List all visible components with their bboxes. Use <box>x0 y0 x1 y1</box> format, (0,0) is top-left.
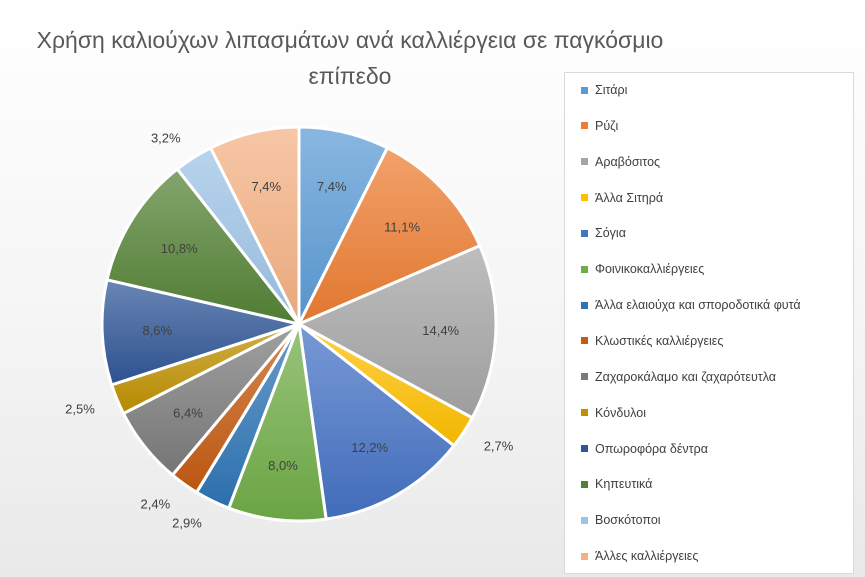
legend-item-1: Ρύζι <box>581 117 618 135</box>
legend-label: Αραβόσιτος <box>595 154 661 169</box>
legend-item-10: Οπωροφόρα δέντρα <box>581 440 708 458</box>
legend-item-12: Βοσκότοποι <box>581 511 661 529</box>
legend-swatch <box>581 158 588 166</box>
data-label-8: 6,4% <box>173 405 203 420</box>
legend-item-11: Κηπευτικά <box>581 475 652 493</box>
chart-title: Χρήση καλιούχων λιπασμάτων ανά καλλιέργε… <box>36 27 664 89</box>
data-label-1: 11,1% <box>384 220 420 235</box>
legend-label: Άλλα Σιτηρά <box>595 190 664 205</box>
legend-label: Κηπευτικά <box>595 477 653 492</box>
legend-swatch <box>581 265 588 273</box>
legend-label: Οπωροφόρα δέντρα <box>595 441 708 456</box>
data-label-2: 14,4% <box>422 323 459 338</box>
legend-swatch <box>581 337 588 345</box>
data-label-9: 2,5% <box>65 402 95 417</box>
legend-item-5: Φοινικοκαλλιέργειες <box>581 260 704 278</box>
data-label-12: 3,2% <box>151 130 181 145</box>
legend-label: Ρύζι <box>595 118 619 133</box>
legend-label: Κόνδυλοι <box>595 405 646 420</box>
data-label-7: 2,4% <box>141 497 171 512</box>
data-label-0: 7,4% <box>317 179 347 194</box>
legend-item-0: Σιτάρι <box>581 81 627 99</box>
legend-item-2: Αραβόσιτος <box>581 153 660 171</box>
data-label-10: 8,6% <box>142 323 172 338</box>
legend-item-8: Ζαχαροκάλαμο και ζαχαρότευτλα <box>581 368 776 386</box>
legend-label: Άλλες καλλιέργειες <box>595 549 699 564</box>
legend-item-3: Άλλα Σιτηρά <box>581 189 663 207</box>
legend-item-6: Άλλα ελαιούχα και σποροδοτικά φυτά <box>581 296 801 314</box>
legend-item-13: Άλλες καλλιέργειες <box>581 547 698 565</box>
data-label-11: 10,8% <box>161 241 198 256</box>
data-label-3: 2,7% <box>484 438 514 453</box>
chart-legend: Σιτάρι Ρύζι Αραβόσιτος Άλλα Σιτηρά Σόγια Φοιν… <box>564 72 854 574</box>
pie-slice-1 <box>297 146 482 326</box>
legend-swatch <box>581 445 588 452</box>
legend-item-7: Κλωστικές καλλιέργειες <box>581 332 723 350</box>
data-label-4: 12,2% <box>351 440 388 455</box>
legend-label: Σιτάρι <box>595 83 628 97</box>
legend-swatch <box>581 552 588 560</box>
legend-label: Βοσκότοποι <box>595 513 661 528</box>
legend-swatch <box>581 516 588 524</box>
legend-swatch <box>581 301 588 309</box>
pie-slice-10 <box>100 278 301 387</box>
legend-label: Ζαχαροκάλαμο και ζαχαρότευτλα <box>595 369 776 384</box>
legend-label: Φοινικοκαλλιέργειες <box>595 262 705 277</box>
legend-swatch <box>581 409 588 417</box>
data-label-13: 7,4% <box>251 179 281 194</box>
legend-label: Σόγια <box>595 226 626 241</box>
legend-item-4: Σόγια <box>581 224 626 242</box>
legend-swatch <box>581 86 588 94</box>
legend-swatch <box>581 480 588 488</box>
legend-label: Κλωστικές καλλιέργειες <box>595 333 724 348</box>
legend-swatch <box>581 229 588 237</box>
pie-slice-13 <box>209 125 301 326</box>
legend-swatch <box>581 194 588 202</box>
pie-slice-5 <box>227 322 328 523</box>
legend-swatch <box>581 373 588 381</box>
data-label-6: 2,9% <box>172 516 202 531</box>
pie-slice-4 <box>297 322 456 521</box>
legend-swatch <box>581 122 588 130</box>
pie-slice-11 <box>105 167 301 326</box>
data-label-5: 8,0% <box>268 458 298 473</box>
legend-item-9: Κόνδυλοι <box>581 404 646 422</box>
pie-slice-2 <box>297 244 498 420</box>
legend-label: Άλλα ελαιούχα και σποροδοτικά φυτά <box>595 298 801 313</box>
